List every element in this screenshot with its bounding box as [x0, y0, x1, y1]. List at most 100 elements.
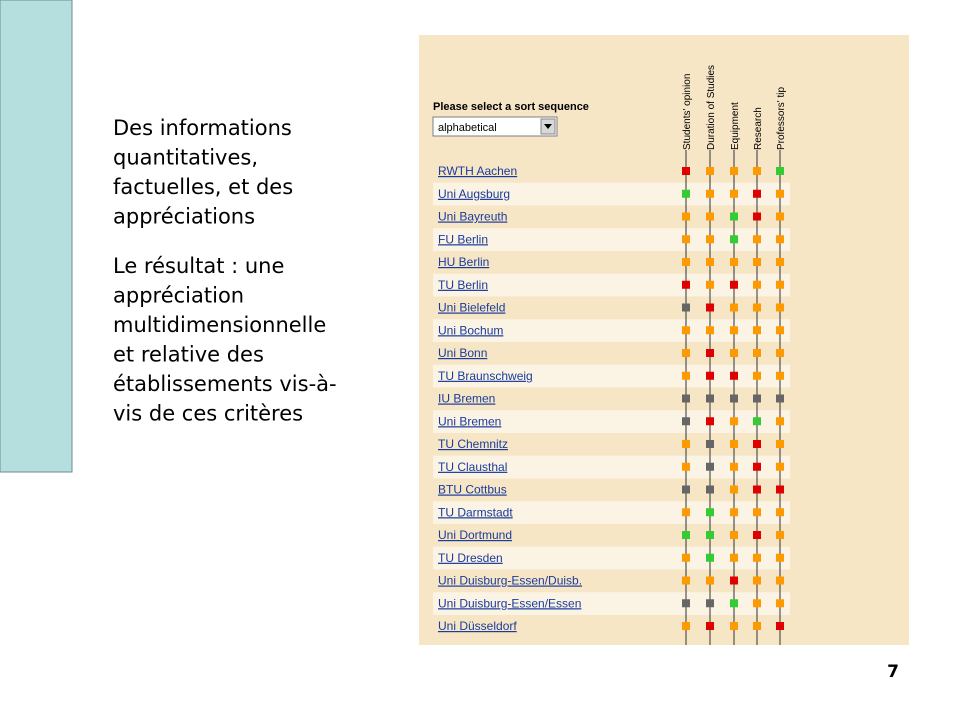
rating-square	[730, 212, 738, 221]
rating-square	[730, 371, 738, 380]
rating-square	[682, 576, 690, 585]
university-link[interactable]: Uni Duisburg-Essen/Duisb.	[438, 574, 582, 588]
rating-square	[753, 212, 761, 221]
rating-square	[776, 235, 784, 244]
university-link[interactable]: FU Berlin	[438, 232, 488, 246]
column-header: Equipment	[730, 102, 741, 150]
row-band	[433, 455, 790, 479]
university-link[interactable]: TU Chemnitz	[438, 437, 508, 451]
rating-square	[776, 531, 784, 539]
rating-square	[682, 349, 690, 357]
university-link[interactable]: BTU Cottbus	[438, 483, 507, 497]
rating-square	[730, 576, 738, 585]
university-link[interactable]: Uni Bayreuth	[438, 210, 507, 224]
rating-square	[730, 462, 738, 471]
rating-square	[730, 167, 738, 175]
slide-text-line: multidimensionnelle	[113, 313, 326, 337]
row-band	[433, 410, 790, 433]
rating-square	[776, 553, 784, 562]
rating-square	[753, 303, 761, 312]
rating-square	[730, 599, 738, 608]
university-link[interactable]: Uni Bielefeld	[438, 301, 505, 315]
university-link[interactable]: RWTH Aachen	[438, 164, 517, 178]
rating-square	[730, 440, 738, 448]
rating-square	[753, 189, 761, 198]
slide-text-line: Le résultat : une	[113, 254, 284, 278]
rating-square	[776, 576, 784, 585]
rating-square	[776, 167, 784, 175]
rating-square	[706, 576, 714, 585]
slide-text-line: factuelles, et des	[113, 175, 293, 199]
rating-square	[753, 553, 761, 562]
rating-square	[706, 258, 714, 266]
rating-square	[706, 417, 714, 426]
column-header: Duration of Studies	[706, 65, 717, 150]
university-link[interactable]: Uni Bonn	[438, 346, 487, 360]
column-header: Research	[753, 107, 764, 150]
rating-square	[776, 303, 784, 312]
university-link[interactable]: Uni Dortmund	[438, 528, 512, 542]
rating-square	[730, 485, 738, 494]
university-link[interactable]: HU Berlin	[438, 255, 489, 269]
slide-text-line: Des informations	[113, 116, 292, 140]
rating-square	[706, 508, 714, 517]
rating-square	[776, 622, 784, 630]
slide-text-line: appréciation	[113, 284, 244, 308]
rating-square	[753, 235, 761, 244]
rating-square	[753, 371, 761, 380]
rating-square	[753, 349, 761, 357]
rating-square	[730, 303, 738, 312]
slide-text-line: appréciations	[113, 205, 255, 229]
rating-square	[682, 394, 690, 403]
rating-square	[776, 212, 784, 221]
rating-square	[730, 326, 738, 335]
rating-square	[706, 212, 714, 221]
rating-square	[753, 167, 761, 175]
university-link[interactable]: TU Dresden	[438, 551, 503, 565]
sort-value: alphabetical	[438, 122, 497, 134]
rating-square	[753, 531, 761, 539]
university-link[interactable]: Uni Augsburg	[438, 187, 510, 201]
rating-square	[776, 189, 784, 198]
rating-square	[730, 508, 738, 517]
rating-square	[682, 440, 690, 448]
rating-square	[730, 417, 738, 426]
rating-square	[706, 553, 714, 562]
university-link[interactable]: Uni Duisburg-Essen/Essen	[438, 596, 581, 610]
rating-square	[730, 531, 738, 539]
rating-square	[776, 462, 784, 471]
rating-square	[682, 235, 690, 244]
rating-square	[776, 440, 784, 448]
rating-square	[753, 599, 761, 608]
rating-square	[753, 326, 761, 335]
rating-square	[753, 576, 761, 585]
rating-square	[706, 280, 714, 289]
rating-square	[682, 280, 690, 289]
rating-square	[682, 485, 690, 494]
sort-select[interactable]	[432, 116, 558, 137]
university-link[interactable]: TU Darmstadt	[438, 505, 513, 519]
row-band	[433, 364, 790, 388]
university-link[interactable]: Uni Bochum	[438, 323, 503, 337]
university-link[interactable]: IU Bremen	[438, 392, 495, 406]
row-band	[433, 592, 790, 615]
university-link[interactable]: Uni Düsseldorf	[438, 619, 517, 633]
rating-square	[776, 280, 784, 289]
university-link[interactable]: Uni Bremen	[438, 414, 501, 428]
rating-square	[753, 622, 761, 630]
rating-square	[730, 258, 738, 266]
rating-square	[730, 189, 738, 198]
university-link[interactable]: TU Braunschweig	[438, 369, 533, 383]
rating-square	[753, 462, 761, 471]
rating-square	[776, 258, 784, 266]
rating-square	[682, 417, 690, 426]
column-header: Professors' tip	[776, 87, 787, 150]
rating-square	[706, 440, 714, 448]
rating-square	[753, 258, 761, 266]
university-link[interactable]: TU Berlin	[438, 278, 488, 292]
rating-square	[706, 531, 714, 539]
rating-square	[706, 349, 714, 357]
side-bar	[0, 0, 73, 473]
university-link[interactable]: TU Clausthal	[438, 460, 507, 474]
